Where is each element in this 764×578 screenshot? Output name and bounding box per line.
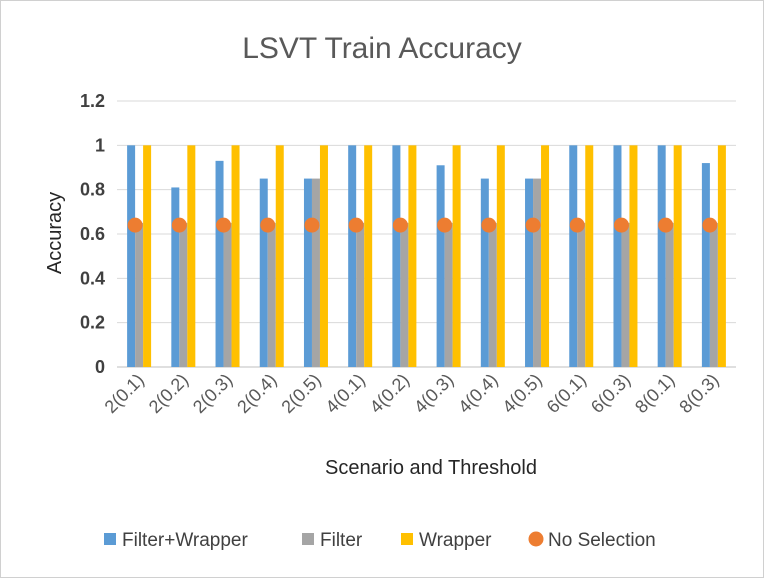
bar-filter-wrapper-3 (259, 178, 268, 367)
bar-filter-6 (400, 222, 409, 367)
bar-filter-wrapper-7 (436, 165, 445, 367)
legend-label: Filter (320, 530, 363, 551)
x-tick-label: 6(0.3) (587, 370, 634, 417)
x-axis-title: Scenario and Threshold (325, 457, 537, 479)
marker-no-selection-6 (392, 217, 408, 233)
x-tick-label: 8(0.3) (675, 370, 722, 417)
legend-swatch-filter-wrapper (104, 533, 116, 545)
y-tick-label: 0.6 (80, 224, 105, 244)
bar-wrapper-11 (629, 145, 638, 367)
chart-title: LSVT Train Accuracy (242, 32, 522, 65)
markers (127, 217, 718, 233)
legend-swatch-no-selection (528, 531, 544, 547)
x-tick-label: 4(0.2) (366, 370, 413, 417)
marker-no-selection-12 (658, 217, 674, 233)
bar-filter-2 (223, 222, 232, 367)
legend-label: Wrapper (419, 530, 492, 551)
x-tick-label: 2(0.3) (189, 370, 236, 417)
legend-label: No Selection (548, 530, 656, 551)
y-tick-label: 0.2 (80, 313, 105, 333)
bar-filter-4 (311, 178, 320, 367)
bar-filter-12 (665, 222, 674, 367)
bar-wrapper-0 (143, 145, 152, 367)
x-tick-label: 4(0.1) (322, 370, 369, 417)
bar-filter-13 (709, 222, 718, 367)
x-tick-label: 4(0.5) (498, 370, 545, 417)
bar-filter-11 (621, 222, 630, 367)
bar-wrapper-1 (187, 145, 196, 367)
y-tick-label: 0 (95, 357, 105, 377)
legend-label: Filter+Wrapper (122, 530, 249, 551)
x-tick-label: 2(0.2) (145, 370, 192, 417)
bar-wrapper-8 (496, 145, 505, 367)
marker-no-selection-7 (437, 217, 453, 233)
x-tick-label: 2(0.4) (233, 370, 280, 417)
y-tick-label: 0.8 (80, 180, 105, 200)
marker-no-selection-4 (304, 217, 320, 233)
legend: Filter+Wrapper Filter Wrapper No Selection (104, 530, 656, 551)
x-tick-label: 4(0.3) (410, 370, 457, 417)
bar-filter-wrapper-9 (525, 178, 534, 367)
legend-swatch-filter (302, 533, 314, 545)
bar-wrapper-12 (673, 145, 682, 367)
marker-no-selection-3 (260, 217, 276, 233)
y-axis-title: Accuracy (44, 192, 66, 274)
bar-filter-wrapper-1 (171, 187, 180, 367)
bar-filter-wrapper-8 (480, 178, 489, 367)
bar-filter-wrapper-2 (215, 160, 224, 367)
y-tick-label: 1 (95, 135, 105, 155)
bar-filter-5 (356, 222, 365, 367)
bar-wrapper-4 (319, 145, 328, 367)
bar-filter-wrapper-10 (569, 145, 578, 367)
bar-wrapper-5 (364, 145, 373, 367)
x-tick-label: 2(0.1) (101, 370, 148, 417)
y-axis-tick-labels: 0 0.2 0.4 0.6 0.8 1 1.2 (80, 91, 105, 377)
bar-filter-wrapper-13 (701, 163, 710, 367)
bar-filter-wrapper-0 (127, 145, 136, 367)
marker-no-selection-1 (171, 217, 187, 233)
bar-wrapper-6 (408, 145, 417, 367)
bar-wrapper-9 (541, 145, 550, 367)
marker-no-selection-10 (569, 217, 585, 233)
marker-no-selection-5 (348, 217, 364, 233)
bar-wrapper-10 (585, 145, 594, 367)
marker-no-selection-13 (702, 217, 718, 233)
x-axis-tick-labels: 2(0.1)2(0.2)2(0.3)2(0.4)2(0.5)4(0.1)4(0.… (101, 370, 723, 417)
bar-filter-wrapper-6 (392, 145, 401, 367)
bar-filter-9 (533, 178, 542, 367)
x-tick-label: 2(0.5) (277, 370, 324, 417)
bar-wrapper-2 (231, 145, 240, 367)
y-tick-label: 1.2 (80, 91, 105, 111)
bar-filter-10 (577, 222, 586, 367)
marker-no-selection-0 (127, 217, 143, 233)
bar-filter-wrapper-12 (657, 145, 666, 367)
gridlines (117, 100, 736, 368)
bar-filter-wrapper-4 (303, 178, 312, 367)
bar-wrapper-7 (452, 145, 461, 367)
bars (127, 145, 726, 367)
y-tick-label: 0.4 (80, 268, 105, 288)
bar-filter-1 (179, 222, 188, 367)
bar-filter-0 (135, 222, 144, 367)
bar-wrapper-3 (275, 145, 284, 367)
bar-filter-8 (488, 222, 497, 367)
marker-no-selection-8 (481, 217, 497, 233)
marker-no-selection-9 (525, 217, 541, 233)
x-tick-label: 8(0.1) (631, 370, 678, 417)
marker-no-selection-2 (216, 217, 232, 233)
x-tick-label: 6(0.1) (543, 370, 590, 417)
x-tick-label: 4(0.4) (454, 370, 501, 417)
bar-filter-3 (267, 222, 276, 367)
bar-wrapper-13 (717, 145, 726, 367)
marker-no-selection-11 (613, 217, 629, 233)
legend-swatch-wrapper (401, 533, 413, 545)
bar-filter-wrapper-11 (613, 145, 622, 367)
bar-filter-7 (444, 222, 453, 367)
bar-filter-wrapper-5 (348, 145, 357, 367)
